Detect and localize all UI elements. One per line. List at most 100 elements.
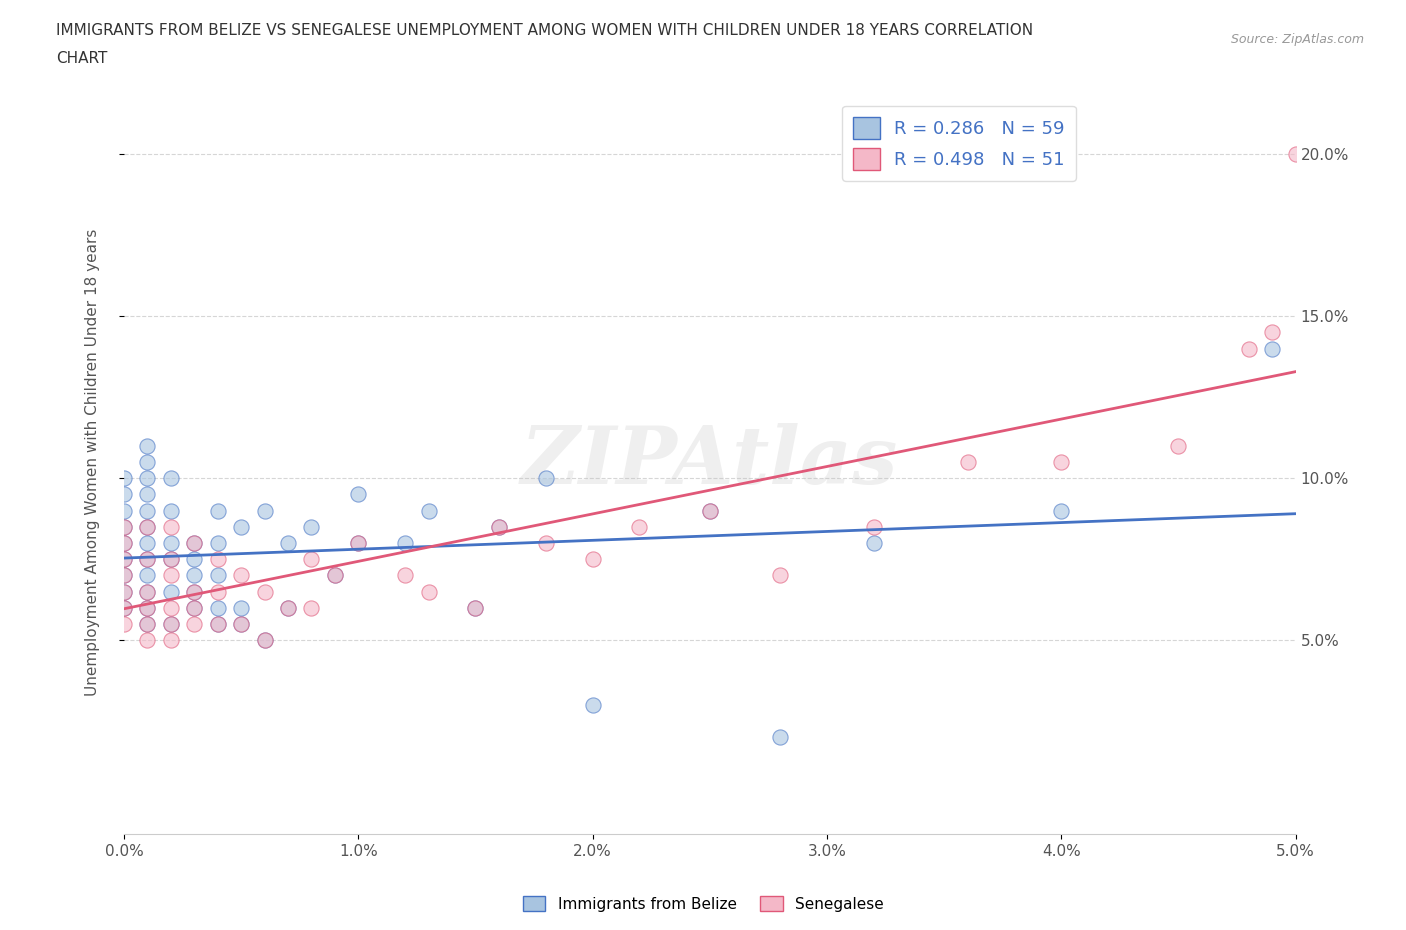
Point (323, 568, 346, 583)
Point (159, 617, 181, 631)
Point (136, 617, 159, 631)
Legend: R = 0.286   N = 59, R = 0.498   N = 51: R = 0.286 N = 59, R = 0.498 N = 51 (842, 106, 1076, 180)
Point (347, 487, 370, 502)
Point (253, 503, 276, 518)
Point (277, 536, 299, 551)
Text: Source: ZipAtlas.com: Source: ZipAtlas.com (1230, 33, 1364, 46)
Point (394, 568, 416, 583)
Point (207, 584, 229, 599)
Point (183, 617, 205, 631)
Point (464, 600, 486, 615)
Point (229, 617, 252, 631)
Point (136, 600, 159, 615)
Point (862, 536, 884, 551)
Legend: Immigrants from Belize, Senegalese: Immigrants from Belize, Senegalese (516, 889, 890, 918)
Point (112, 471, 135, 485)
Point (253, 632, 276, 647)
Point (112, 568, 135, 583)
Point (229, 568, 252, 583)
Point (112, 503, 135, 518)
Point (136, 536, 159, 551)
Point (112, 568, 135, 583)
Point (1237, 341, 1260, 356)
Point (183, 584, 205, 599)
Point (159, 471, 181, 485)
Point (464, 600, 486, 615)
Point (207, 551, 229, 566)
Point (1050, 455, 1073, 470)
Point (112, 551, 135, 566)
Point (136, 551, 159, 566)
Point (299, 551, 322, 566)
Point (1050, 503, 1073, 518)
Point (159, 584, 181, 599)
Point (159, 600, 181, 615)
Point (299, 519, 322, 534)
Point (956, 455, 979, 470)
Point (183, 568, 205, 583)
Point (112, 600, 135, 615)
Point (207, 600, 229, 615)
Point (136, 455, 159, 470)
Point (1167, 438, 1189, 453)
Point (112, 617, 135, 631)
Point (418, 584, 440, 599)
Point (1261, 341, 1284, 356)
Point (159, 568, 181, 583)
Point (581, 551, 603, 566)
Point (628, 519, 651, 534)
Point (183, 584, 205, 599)
Point (534, 471, 557, 485)
Point (229, 617, 252, 631)
Point (159, 519, 181, 534)
Point (112, 584, 135, 599)
Point (136, 438, 159, 453)
Point (229, 519, 252, 534)
Point (207, 617, 229, 631)
Point (136, 584, 159, 599)
Point (699, 503, 721, 518)
Point (253, 632, 276, 647)
Point (534, 536, 557, 551)
Point (136, 600, 159, 615)
Point (183, 600, 205, 615)
Point (207, 536, 229, 551)
Point (862, 519, 884, 534)
Point (183, 536, 205, 551)
Point (207, 568, 229, 583)
Point (394, 536, 416, 551)
Point (136, 568, 159, 583)
Point (136, 551, 159, 566)
Point (1261, 325, 1284, 339)
Point (418, 503, 440, 518)
Point (136, 487, 159, 502)
Point (136, 503, 159, 518)
Point (159, 617, 181, 631)
Point (229, 600, 252, 615)
Point (347, 536, 370, 551)
Point (136, 519, 159, 534)
Point (136, 519, 159, 534)
Point (112, 519, 135, 534)
Point (159, 536, 181, 551)
Point (277, 600, 299, 615)
Point (253, 584, 276, 599)
Point (159, 551, 181, 566)
Point (112, 584, 135, 599)
Point (183, 600, 205, 615)
Point (136, 584, 159, 599)
Point (183, 536, 205, 551)
Point (207, 617, 229, 631)
Y-axis label: Unemployment Among Women with Children Under 18 years: Unemployment Among Women with Children U… (86, 228, 100, 696)
Point (581, 698, 603, 712)
Point (769, 730, 792, 745)
Point (699, 503, 721, 518)
Point (323, 568, 346, 583)
Point (112, 487, 135, 502)
Point (488, 519, 510, 534)
Point (347, 536, 370, 551)
Point (207, 503, 229, 518)
Point (159, 503, 181, 518)
Point (136, 617, 159, 631)
Point (159, 632, 181, 647)
